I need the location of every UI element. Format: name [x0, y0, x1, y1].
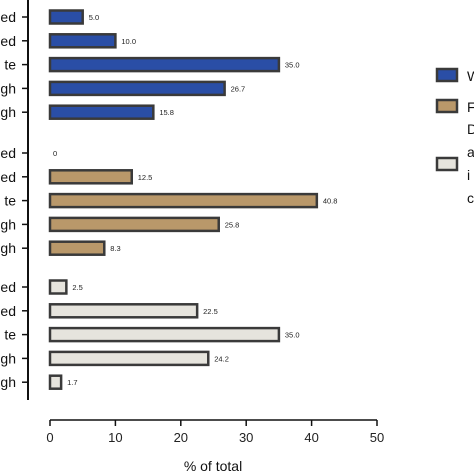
data-label: 5.0 [89, 13, 99, 22]
data-label: 12.5 [138, 173, 153, 182]
data-label: 0 [53, 149, 57, 158]
x-tick-label: 0 [46, 430, 53, 445]
category-label: gh [0, 104, 16, 120]
category-label: gh [0, 80, 16, 96]
legend-label: a [467, 144, 474, 160]
data-label: 24.2 [214, 354, 229, 363]
legend-label: W [467, 68, 474, 84]
legend-swatch [435, 98, 459, 114]
x-tick-label: 20 [174, 430, 188, 445]
bar [48, 192, 319, 209]
category-label: te [4, 327, 16, 343]
category-label: ed [0, 279, 16, 295]
axis-layer: 0 10 20 30 40 50 ed ed te gh gh ed ed te gh gh ed ed te gh g… [0, 0, 384, 445]
category-label: gh [0, 350, 16, 366]
category-label: ed [0, 303, 16, 319]
data-label: 40.8 [323, 197, 338, 206]
x-tick-label: 30 [239, 430, 253, 445]
category-label: ed [0, 9, 16, 25]
bar [48, 216, 220, 233]
data-label: 35.0 [285, 331, 300, 340]
category-label: te [4, 193, 16, 209]
x-tick-label: 40 [304, 430, 318, 445]
bar [48, 169, 133, 185]
category-label: gh [0, 240, 16, 256]
bar [48, 326, 281, 343]
category-label: gh [0, 216, 16, 232]
data-label: 35.0 [285, 61, 300, 70]
data-label: 25.8 [225, 220, 240, 229]
data-label: 26.7 [231, 84, 246, 93]
legend-swatch [435, 67, 459, 83]
bar [48, 33, 117, 49]
bar [48, 350, 210, 367]
legend-label: c [467, 190, 474, 206]
category-label: gh [0, 374, 16, 390]
legend-label: F [467, 99, 474, 115]
category-label: ed [0, 145, 16, 161]
bar [48, 303, 199, 319]
data-label: 22.5 [203, 307, 218, 316]
bar [48, 56, 281, 73]
category-label: te [4, 57, 16, 73]
bar [48, 104, 155, 120]
x-axis-title: % of total [184, 458, 242, 474]
bar [48, 374, 63, 390]
legend-label: i [467, 167, 470, 183]
data-label: 1.7 [67, 378, 77, 387]
bar [48, 80, 226, 97]
x-tick-label: 50 [370, 430, 384, 445]
data-label: 10.0 [121, 37, 136, 46]
bar [48, 279, 68, 295]
x-tick-label: 10 [108, 430, 122, 445]
data-label: 2.5 [72, 283, 82, 292]
data-label: 8.3 [110, 244, 120, 253]
bar [48, 240, 106, 256]
legend-label: D [467, 121, 474, 137]
category-label: ed [0, 33, 16, 49]
category-label: ed [0, 169, 16, 185]
legend-swatch [435, 156, 459, 172]
bar [48, 9, 84, 25]
data-label: 15.8 [159, 108, 174, 117]
bars-layer: 5.0 10.0 35.0 26.7 15.8 0 12.5 40.8 25.8 8.3 2.5 22… [48, 9, 338, 390]
